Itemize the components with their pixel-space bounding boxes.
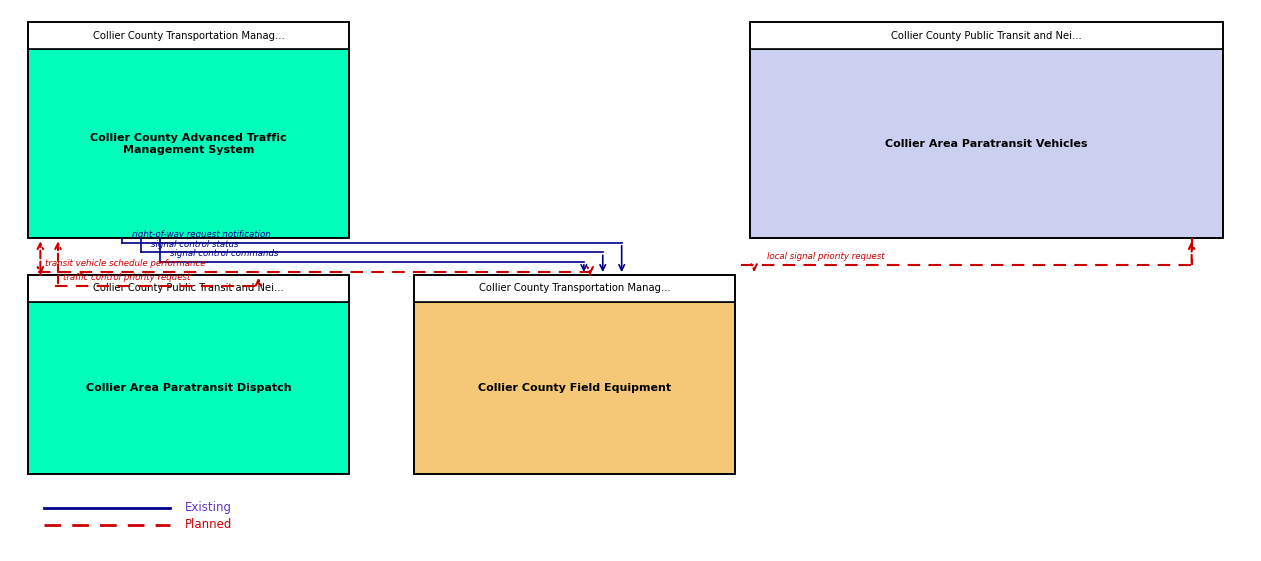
Text: transit vehicle schedule performance: transit vehicle schedule performance: [45, 259, 206, 268]
Bar: [414, 302, 735, 474]
Bar: [750, 49, 1223, 238]
Text: Planned: Planned: [185, 518, 233, 531]
Bar: [28, 49, 349, 238]
Text: local signal priority request: local signal priority request: [767, 252, 884, 261]
Text: Existing: Existing: [185, 501, 232, 514]
Text: traffic control priority request: traffic control priority request: [63, 273, 190, 282]
Bar: [28, 275, 349, 474]
Bar: [750, 22, 1223, 238]
Bar: [414, 275, 735, 302]
Text: Collier Area Paratransit Dispatch: Collier Area Paratransit Dispatch: [86, 383, 291, 393]
Text: signal control commands: signal control commands: [170, 249, 279, 258]
Text: right-of-way request notification: right-of-way request notification: [132, 230, 271, 239]
Text: Collier County Field Equipment: Collier County Field Equipment: [478, 383, 671, 393]
Text: Collier County Transportation Manag...: Collier County Transportation Manag...: [478, 283, 671, 293]
Bar: [414, 275, 735, 474]
Text: Collier Area Paratransit Vehicles: Collier Area Paratransit Vehicles: [885, 139, 1088, 149]
Text: Collier County Public Transit and Nei...: Collier County Public Transit and Nei...: [93, 283, 284, 293]
Text: Collier County Transportation Manag...: Collier County Transportation Manag...: [92, 31, 285, 41]
Bar: [750, 22, 1223, 49]
Bar: [28, 22, 349, 49]
Text: signal control status: signal control status: [151, 240, 238, 249]
Text: Collier County Advanced Traffic
Management System: Collier County Advanced Traffic Manageme…: [91, 133, 286, 155]
Bar: [28, 275, 349, 302]
Bar: [28, 302, 349, 474]
Bar: [28, 22, 349, 238]
Text: Collier County Public Transit and Nei...: Collier County Public Transit and Nei...: [892, 31, 1082, 41]
